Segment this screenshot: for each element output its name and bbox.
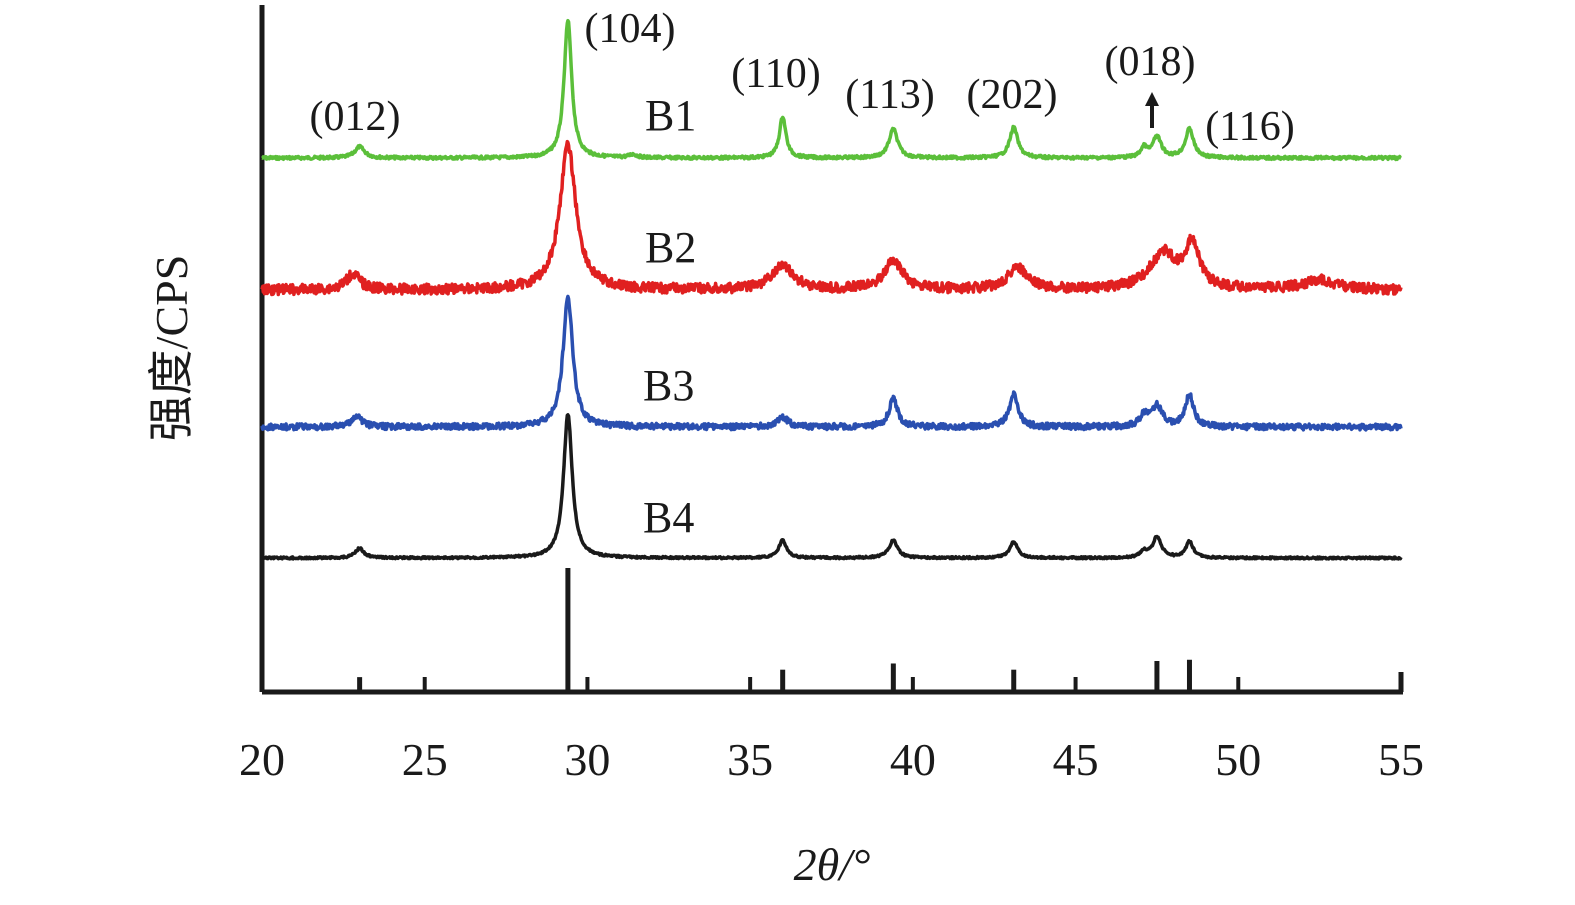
peak-label: (104) <box>585 6 676 52</box>
x-tick-label: 20 <box>239 734 285 785</box>
x-tick-label: 25 <box>402 734 448 785</box>
arrow-icon <box>1145 92 1159 128</box>
x-axis-title: 2θ/° <box>794 839 871 890</box>
peak-label: (012) <box>310 94 401 140</box>
series-layer <box>260 18 1403 561</box>
series-label-b3: B3 <box>643 361 694 410</box>
peak-label: (110) <box>731 51 820 97</box>
x-tick-label: 30 <box>564 734 610 785</box>
peak-label: (018) <box>1105 39 1196 85</box>
peak-label: (202) <box>967 72 1058 118</box>
x-tick-label: 55 <box>1378 734 1424 785</box>
series-line-b1 <box>260 18 1403 162</box>
series-line-b3 <box>260 294 1403 432</box>
labels-layer: B1 B2 B3 B4 (012) (104) (110) (113) (202) (018)(1… <box>310 6 1295 542</box>
peak-label: (113) <box>845 72 934 118</box>
reference-pattern <box>357 568 1192 692</box>
x-tick-label: 45 <box>1053 734 1099 785</box>
y-axis-title: 强度/CPS <box>146 255 197 442</box>
series-line-b4 <box>260 413 1403 561</box>
x-tick-label: 35 <box>727 734 773 785</box>
series-line-b2 <box>260 139 1403 297</box>
x-ticks: 20 25 30 35 40 45 50 55 <box>239 677 1424 785</box>
x-tick-label: 50 <box>1215 734 1261 785</box>
series-label-b1: B1 <box>645 91 696 140</box>
x-tick-label: 40 <box>890 734 936 785</box>
series-label-b2: B2 <box>645 223 696 272</box>
peak-label: (116) <box>1205 104 1294 150</box>
series-label-b4: B4 <box>643 493 694 542</box>
